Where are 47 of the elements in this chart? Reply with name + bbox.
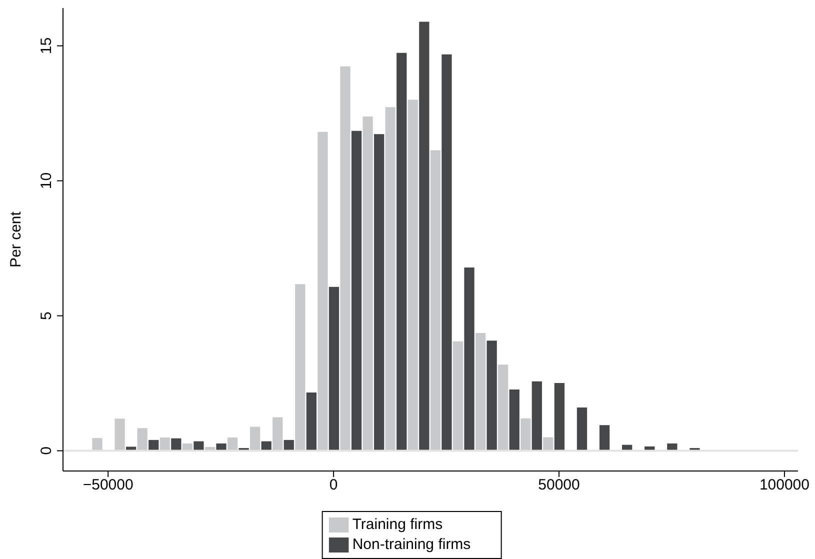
bar — [171, 438, 182, 451]
bar — [318, 132, 328, 451]
bar — [328, 286, 340, 451]
bar — [351, 130, 362, 451]
bar — [599, 425, 610, 451]
bar — [92, 438, 102, 451]
bar — [137, 428, 148, 451]
x-tick-label: 100000 — [759, 476, 810, 494]
x-tick-label: −50000 — [82, 476, 134, 494]
bar — [227, 438, 238, 451]
bar — [498, 364, 508, 451]
y-tick-label: 0 — [38, 446, 55, 455]
bar — [520, 418, 531, 451]
bar — [543, 437, 554, 451]
bar — [408, 100, 418, 451]
bar — [430, 150, 441, 451]
y-axis-title: Per cent — [7, 210, 24, 268]
bar — [475, 333, 486, 451]
bar — [419, 22, 430, 451]
x-tick-label: 50000 — [538, 476, 580, 494]
legend-label: Non-training firms — [352, 536, 471, 553]
y-tick-label: 5 — [38, 312, 55, 320]
bar — [250, 426, 260, 451]
x-tick-label: 0 — [329, 476, 338, 494]
bar — [486, 340, 497, 451]
bar — [306, 392, 317, 451]
bar — [362, 116, 373, 451]
bar — [272, 417, 283, 451]
bar — [340, 66, 350, 451]
legend-label: Training firms — [352, 516, 443, 533]
bar — [554, 382, 565, 451]
y-tick-label: 15 — [38, 37, 55, 54]
bar — [452, 341, 464, 451]
bar — [148, 440, 159, 451]
bar — [396, 52, 407, 451]
bar — [284, 440, 294, 451]
bar — [464, 267, 474, 451]
bar — [576, 408, 588, 451]
bar — [374, 134, 384, 451]
y-tick-label: 10 — [38, 172, 55, 190]
bar — [442, 54, 452, 451]
bar — [160, 438, 170, 451]
bar — [509, 389, 520, 451]
bar — [114, 418, 125, 451]
bar — [532, 381, 542, 451]
bar — [295, 284, 306, 451]
bar — [385, 107, 396, 451]
